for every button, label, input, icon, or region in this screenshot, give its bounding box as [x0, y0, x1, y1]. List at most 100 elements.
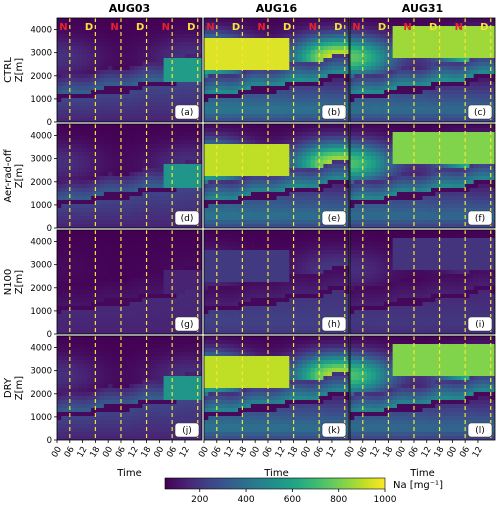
heatmap-cell [331, 94, 337, 99]
heatmap-cell [310, 34, 316, 39]
heatmap-cell [358, 136, 364, 141]
heatmap-cell [465, 94, 471, 99]
heatmap-cell [212, 22, 218, 27]
heatmap-cell [133, 224, 139, 228]
heatmap-cell [396, 124, 402, 129]
heatmap-cell [456, 78, 462, 83]
heatmap-cell [384, 46, 389, 51]
heatmap-cell [65, 196, 71, 201]
heatmap-cell [172, 62, 178, 67]
heatmap-cell [112, 172, 118, 177]
heatmap-cell [327, 86, 333, 91]
heatmap-cell [490, 26, 495, 31]
heatmap-cell [418, 180, 424, 185]
heatmap-cell [314, 86, 320, 91]
heatmap-cell [413, 136, 419, 141]
heatmap-cell [108, 50, 114, 55]
heatmap-cell [163, 66, 169, 71]
heatmap-cell [216, 78, 222, 83]
heatmap-cell [216, 18, 222, 23]
heatmap-cell [344, 164, 349, 169]
heatmap-cell [302, 30, 307, 35]
heatmap-cell [401, 66, 407, 71]
heatmap-cell [225, 136, 231, 141]
heatmap-cell [405, 34, 411, 39]
heatmap-cell [473, 66, 479, 71]
heatmap-cell [323, 22, 329, 27]
heatmap-cell [250, 78, 256, 83]
heatmap-cell [172, 30, 178, 35]
day-night-label: D [429, 22, 437, 33]
heatmap-cell [306, 180, 312, 185]
heatmap-cell [422, 132, 428, 137]
heatmap-cell [409, 212, 415, 217]
heatmap-cell [242, 220, 248, 225]
heatmap-cell [138, 156, 143, 161]
heatmap-cell [74, 132, 79, 137]
heatmap-cell [116, 160, 122, 165]
heatmap-cell [323, 94, 329, 99]
heatmap-cell [99, 224, 105, 228]
heatmap-cell [267, 160, 273, 165]
heatmap-cell [172, 172, 178, 177]
heatmap-cell [250, 34, 256, 39]
heatmap-cell [167, 38, 173, 43]
heatmap-cell [306, 160, 312, 165]
heatmap-cell [302, 62, 307, 67]
heatmap-cell [225, 102, 231, 107]
heatmap-cell [212, 42, 218, 47]
heatmap-cell [405, 196, 411, 201]
heatmap-cell [439, 18, 445, 23]
heatmap-cell [204, 204, 209, 209]
heatmap-cell [172, 106, 178, 111]
heatmap-cell [229, 172, 235, 177]
heatmap-cell [350, 22, 355, 27]
heatmap-cell [259, 38, 265, 43]
heatmap-cell [367, 156, 372, 161]
heatmap-cell [159, 58, 165, 63]
heatmap-cell [490, 50, 495, 55]
heatmap-cell [133, 160, 139, 165]
heatmap-cell [306, 110, 312, 115]
heatmap-cell [392, 82, 398, 87]
heatmap-cell [176, 164, 182, 169]
heatmap-cell [246, 200, 252, 205]
heatmap-cell [172, 78, 178, 83]
heatmap-cell [362, 106, 368, 111]
heatmap-cell [129, 82, 135, 87]
heatmap-cell [108, 200, 114, 205]
heatmap-cell [289, 54, 295, 59]
heatmap-cell [120, 200, 126, 205]
heatmap-cell [371, 102, 377, 107]
heatmap-cell [327, 172, 333, 177]
heatmap-cell [167, 188, 173, 193]
heatmap-cell [375, 192, 381, 197]
heatmap-cell [259, 172, 265, 177]
heatmap-cell [344, 200, 349, 205]
heatmap-cell [167, 140, 173, 145]
heatmap-cell [233, 168, 239, 173]
heatmap-cell [482, 94, 488, 99]
heatmap-cell [276, 208, 282, 213]
heatmap-cell [133, 212, 139, 217]
heatmap-cell [486, 42, 492, 47]
heatmap-cell [125, 184, 131, 189]
heatmap-cell [208, 46, 214, 51]
heatmap-cell [238, 46, 243, 51]
heatmap-cell [379, 164, 385, 169]
heatmap-cell [431, 62, 436, 67]
heatmap-cell [142, 128, 148, 133]
heatmap-cell [95, 176, 101, 181]
heatmap-cell [392, 58, 398, 63]
panel-label: (c) [474, 108, 486, 118]
heatmap-cell [362, 176, 368, 181]
heatmap-cell [246, 94, 252, 99]
heatmap-cell [379, 118, 385, 122]
heatmap-cell [362, 184, 368, 189]
heatmap-cell [69, 212, 75, 217]
heatmap-cell [331, 204, 337, 209]
heatmap-cell [490, 66, 495, 71]
heatmap-cell [65, 188, 71, 193]
heatmap-cell [120, 192, 126, 197]
heatmap-cell [354, 110, 360, 115]
